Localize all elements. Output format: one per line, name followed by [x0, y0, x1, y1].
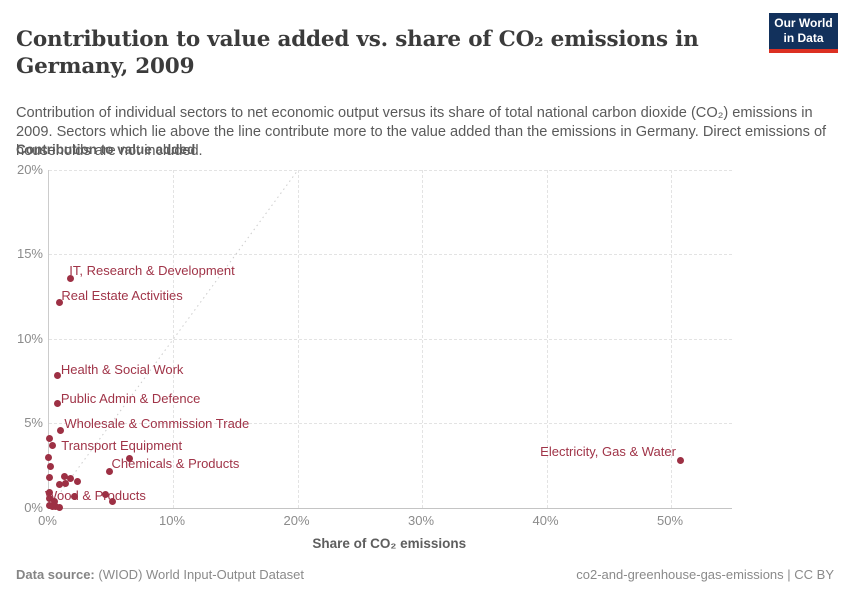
- owid-logo-line2: in Data: [783, 31, 824, 45]
- footer-source: Data source: (WIOD) World Input-Output D…: [16, 567, 304, 582]
- data-point[interactable]: [60, 473, 68, 481]
- owid-logo-line1: Our World: [774, 16, 833, 31]
- y-gridline: [48, 423, 732, 425]
- data-point[interactable]: [45, 473, 53, 481]
- data-point[interactable]: [109, 498, 117, 506]
- data-point[interactable]: [106, 467, 113, 475]
- point-label[interactable]: Health & Social Work: [60, 361, 184, 377]
- point-label[interactable]: Transport Equipment: [61, 438, 183, 454]
- data-point[interactable]: [67, 474, 75, 482]
- x-tick-label: 40%: [532, 513, 559, 528]
- chart-subtitle: Contribution of individual sectors to ne…: [16, 104, 827, 160]
- y-tick-label: 20%: [16, 162, 43, 177]
- chart-title: Contribution to value added vs. share of…: [16, 27, 699, 80]
- x-axis-title: Share of CO₂ emissions: [312, 536, 467, 551]
- x-tick-label: 0%: [38, 513, 57, 528]
- data-point[interactable]: [48, 441, 56, 449]
- point-label[interactable]: Electricity, Gas & Water: [540, 443, 676, 459]
- data-point[interactable]: [46, 494, 54, 502]
- data-point[interactable]: [54, 372, 62, 380]
- y-gridline: [48, 170, 732, 171]
- owid-logo[interactable]: Our World in Data: [769, 13, 838, 53]
- data-point[interactable]: [677, 457, 685, 465]
- point-label[interactable]: Chemicals & Products: [111, 456, 240, 472]
- point-label[interactable]: Wholesale & Commission Trade: [64, 416, 250, 432]
- data-point[interactable]: [55, 503, 63, 511]
- data-point[interactable]: [45, 489, 53, 496]
- footer-source-value: (WIOD) World Input-Output Dataset: [94, 567, 305, 582]
- y-tick-label: 0%: [24, 499, 43, 515]
- data-point[interactable]: [62, 479, 70, 487]
- data-point[interactable]: [56, 426, 64, 434]
- point-label[interactable]: Real Estate Activities: [61, 287, 183, 303]
- data-point[interactable]: [55, 299, 63, 307]
- data-point[interactable]: [51, 503, 59, 511]
- y-gridline: [48, 338, 732, 340]
- x-tick-label: 20%: [283, 513, 310, 528]
- x-gridline: [546, 170, 548, 508]
- x-gridline: [297, 170, 299, 508]
- footer-credit[interactable]: co2-and-greenhouse-gas-emissions | CC BY: [576, 567, 834, 582]
- y-axis-title: Contribution to value added: [16, 142, 196, 157]
- data-point[interactable]: [54, 400, 62, 408]
- data-point[interactable]: [45, 454, 52, 462]
- data-point[interactable]: [50, 498, 58, 506]
- y-tick-label: 15%: [16, 246, 43, 262]
- x-gridline: [671, 170, 672, 508]
- x-tick-label: 30%: [407, 513, 435, 528]
- x-tick-label: 10%: [158, 513, 186, 528]
- x-tick-label: 50%: [656, 513, 684, 528]
- data-point[interactable]: [74, 478, 82, 486]
- footer-source-label: Data source:: [16, 567, 95, 582]
- point-label[interactable]: Public Admin & Defence: [60, 390, 201, 406]
- data-point[interactable]: [125, 455, 133, 463]
- y-tick-label: 10%: [16, 330, 43, 346]
- x-gridline: [422, 170, 423, 508]
- data-point[interactable]: [55, 481, 63, 489]
- data-point[interactable]: [47, 462, 55, 470]
- point-label[interactable]: IT, Research & Development: [69, 262, 235, 278]
- y-tick-label: 5%: [24, 415, 43, 431]
- data-point[interactable]: [66, 275, 74, 283]
- point-label[interactable]: Wood & Products: [45, 488, 146, 504]
- plot-area: IT, Research & Development Real Estate Ac…: [45, 169, 732, 511]
- y-gridline: [48, 254, 732, 256]
- data-point[interactable]: [45, 434, 53, 442]
- data-point[interactable]: [102, 491, 110, 499]
- data-point[interactable]: [70, 492, 78, 500]
